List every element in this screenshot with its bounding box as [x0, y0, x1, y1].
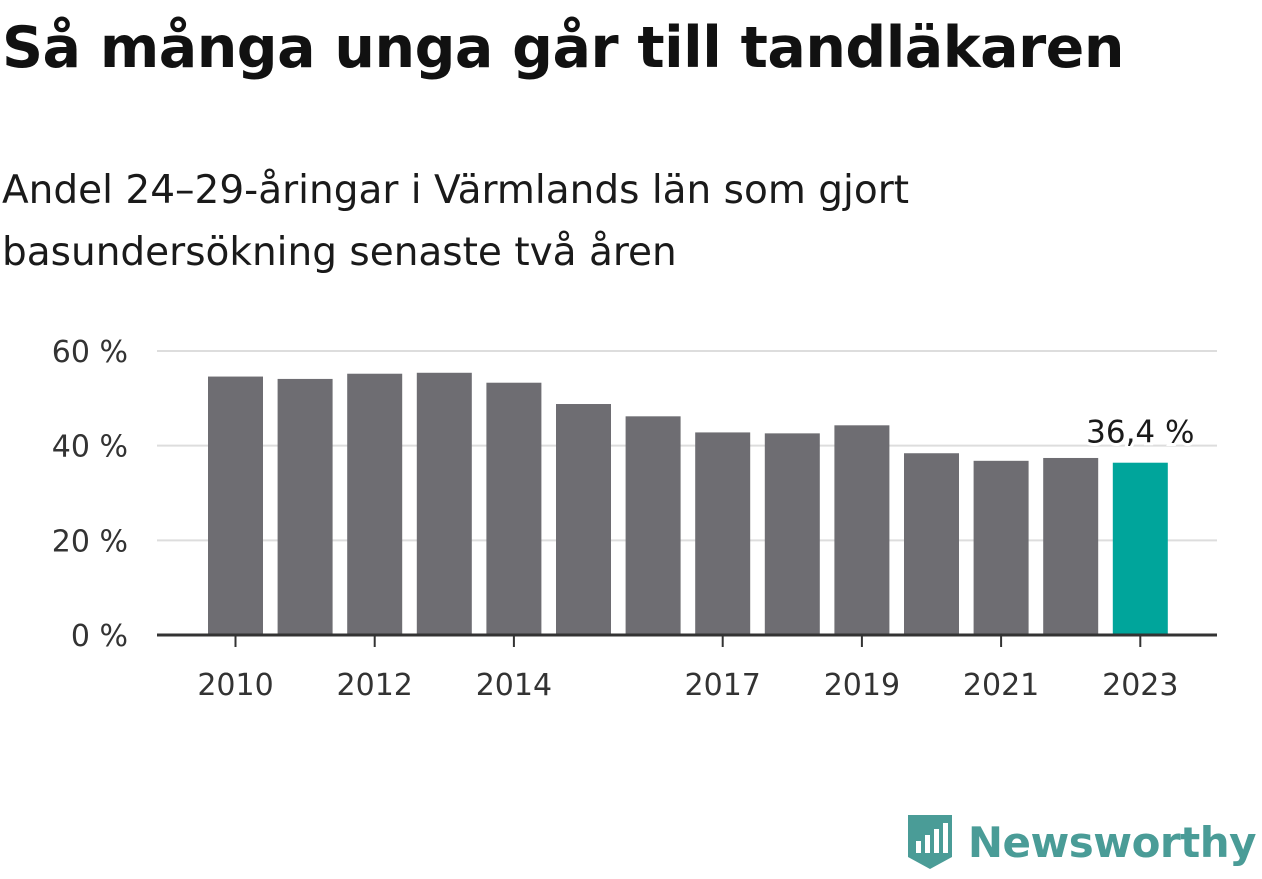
chart-subtitle: Andel 24–29-åringar i Värmlands län som …	[2, 168, 910, 275]
chart-title: Så många unga går till tandläkaren	[2, 15, 1124, 81]
data-label-2023: 36,4 %	[1086, 415, 1194, 451]
x-tick-label: 2017	[685, 668, 761, 703]
x-tick-label: 2010	[197, 668, 273, 703]
bar-2018	[764, 433, 820, 635]
bar-2014	[486, 382, 542, 635]
labels: 0 % 20 % 40 % 60 % 2010 2012 2014 2017 2019 2021 2…	[52, 335, 1217, 703]
bar-2016	[625, 416, 681, 635]
x-tick-label: 2012	[337, 668, 413, 703]
bar-2011	[277, 378, 333, 635]
newsworthy-logo-icon	[907, 815, 952, 869]
grid-lines	[157, 350, 1217, 542]
bar-2012	[347, 373, 403, 635]
bar-2023	[1112, 462, 1168, 635]
x-tick-label: 2014	[476, 668, 552, 703]
x-tick-label: 2019	[824, 668, 900, 703]
bars	[208, 372, 1168, 635]
bar-2010	[208, 376, 263, 635]
bar-2019	[834, 425, 890, 635]
brand-name: Newsworthy	[967, 817, 1257, 867]
bar-2013	[416, 372, 472, 635]
bar-2022	[1043, 457, 1099, 635]
newsworthy-brand: Newsworthy	[906, 813, 1257, 871]
bar-2021	[973, 460, 1029, 635]
bar-2020	[904, 453, 959, 635]
y-tick-label: 40 %	[52, 430, 128, 465]
y-tick-label: 60 %	[52, 335, 128, 370]
y-tick-label: 0 %	[71, 619, 128, 654]
bar-2015	[556, 404, 611, 635]
x-tick-label: 2021	[963, 668, 1039, 703]
y-tick-label: 20 %	[52, 524, 128, 559]
x-tick-label: 2023	[1102, 668, 1178, 703]
bar-2017	[695, 432, 751, 635]
